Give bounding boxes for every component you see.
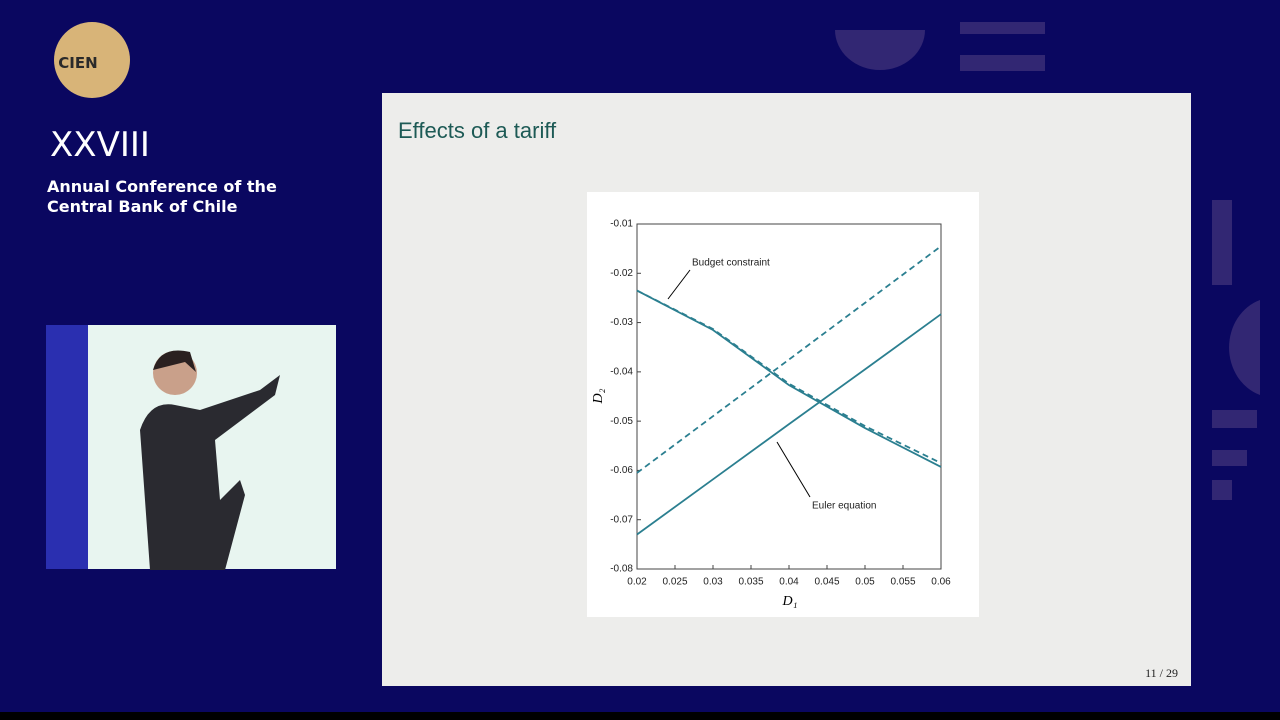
y-tick-label: -0.04 [610, 366, 633, 377]
page-number: 11 / 29 [1145, 666, 1178, 680]
series-line [636, 289, 942, 464]
conference-number: XXVIII [50, 125, 150, 165]
series-line [636, 245, 942, 474]
annotation: Euler equation [812, 501, 877, 512]
chart-panel [587, 192, 979, 617]
x-tick-label: 0.025 [662, 577, 687, 588]
slide-title: Effects of a tariff [398, 118, 557, 143]
y-tick-label: -0.01 [610, 219, 633, 230]
decor [835, 22, 1260, 500]
y-tick-label: -0.07 [610, 514, 633, 525]
annotation-arrow [776, 441, 811, 498]
bottom-bar [0, 712, 1280, 720]
conference-line: Annual Conference of the [47, 177, 277, 196]
y-axis-label: D₂ [591, 388, 606, 404]
conference-line: Central Bank of Chile [47, 197, 238, 216]
logo-text: CIEN [58, 54, 97, 72]
annotation-arrow [667, 269, 691, 300]
x-tick-label: 0.05 [855, 577, 875, 588]
x-tick-label: 0.02 [627, 577, 647, 588]
y-tick-label: -0.02 [610, 268, 633, 279]
y-tick-label: -0.08 [610, 564, 633, 575]
x-tick-label: 0.03 [703, 577, 723, 588]
speaker-video [46, 325, 336, 570]
x-tick-label: 0.04 [779, 577, 799, 588]
x-tick-label: 0.06 [931, 577, 951, 588]
logo [54, 22, 130, 98]
y-tick-label: -0.03 [610, 317, 633, 328]
series-line [636, 313, 942, 536]
x-tick-label: 0.035 [738, 577, 763, 588]
y-tick-label: -0.05 [610, 416, 633, 427]
annotation: Budget constraint [692, 258, 770, 269]
series-line [636, 289, 942, 468]
y-tick-label: -0.06 [610, 465, 633, 476]
x-axis-label: D₁ [782, 594, 798, 609]
x-tick-label: 0.055 [890, 577, 915, 588]
x-tick-label: 0.045 [814, 577, 839, 588]
